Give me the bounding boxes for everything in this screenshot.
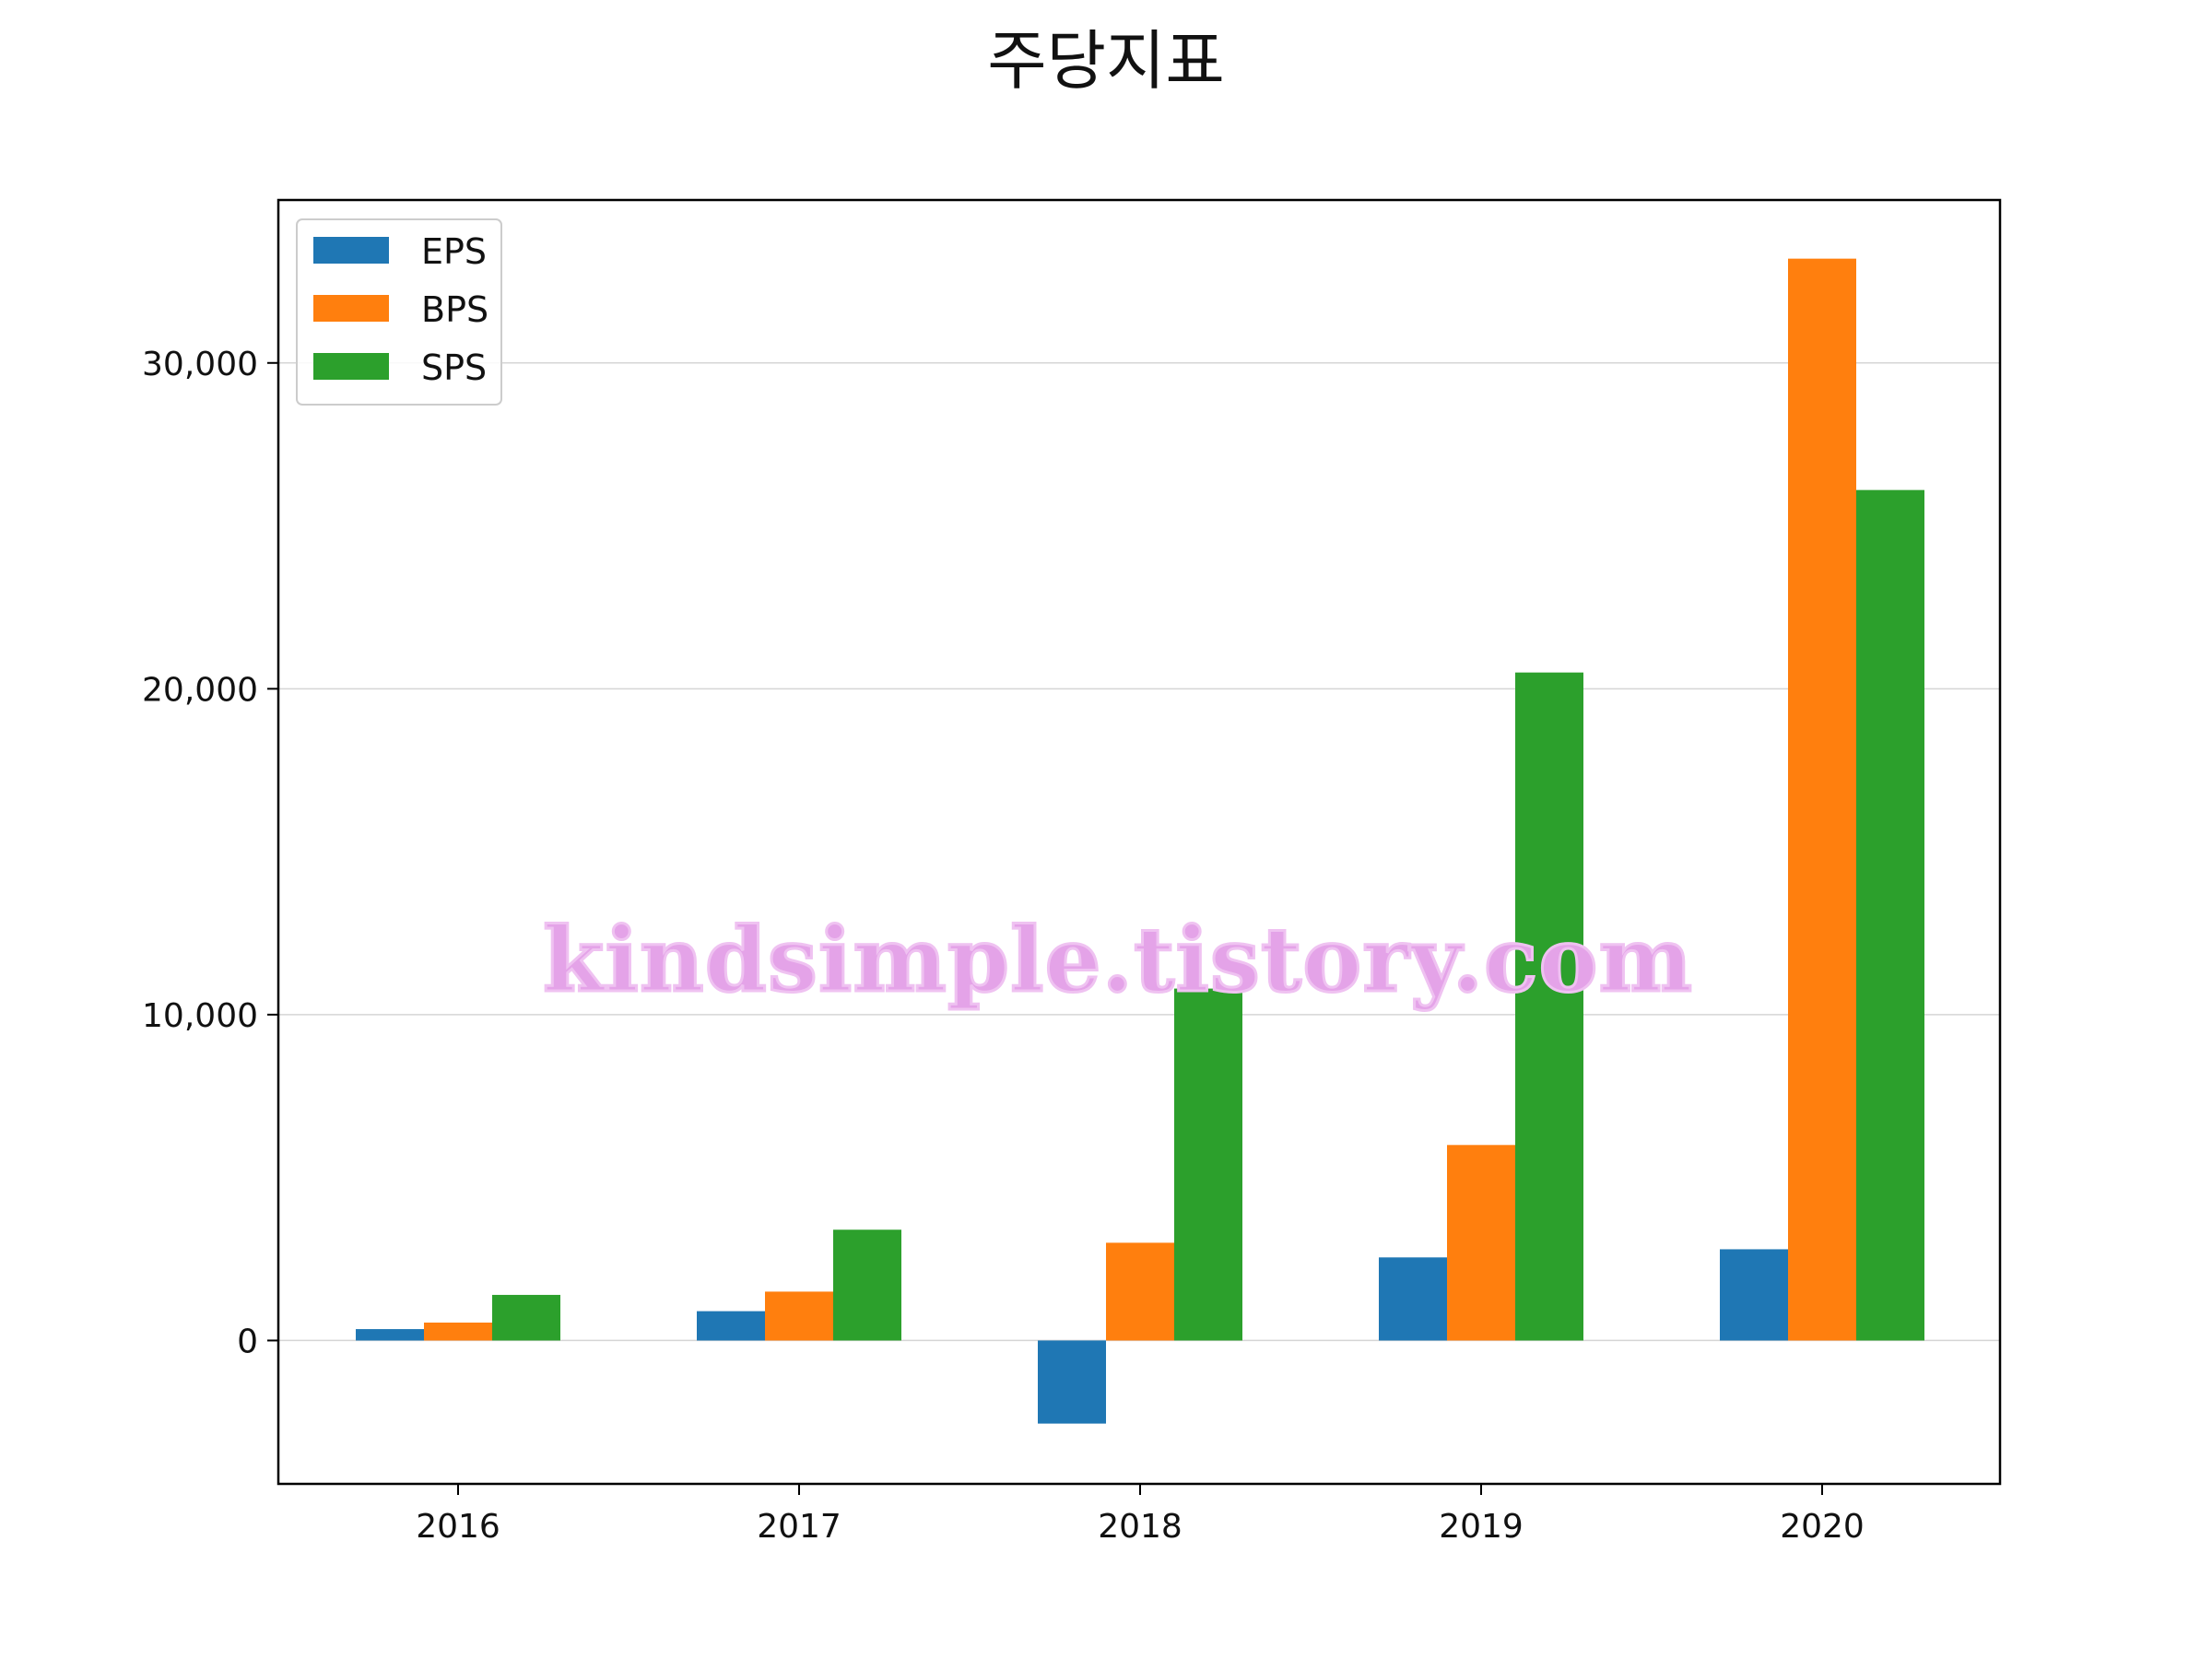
y-axis: 0 10,000 20,000 30,000 — [142, 346, 278, 1360]
bar-bps-2018 — [1106, 1242, 1174, 1341]
x-axis: 2016 2017 2018 2019 2020 — [416, 1484, 1865, 1546]
bar-eps-2018 — [1038, 1340, 1106, 1424]
bars — [356, 258, 1924, 1424]
bar-eps-2016 — [356, 1329, 424, 1341]
bar-eps-2020 — [1720, 1249, 1788, 1341]
x-tick-label: 2019 — [1439, 1508, 1524, 1546]
watermark: kindsimple.tistory.com — [543, 908, 1693, 1012]
legend-label-sps: SPS — [421, 347, 487, 388]
x-tick-label: 2016 — [416, 1508, 500, 1546]
y-tick-label: 0 — [237, 1323, 258, 1360]
legend-swatch-eps — [313, 237, 389, 264]
chart-title: 주당지표 — [987, 23, 1225, 99]
legend-swatch-bps — [313, 295, 389, 322]
y-tick-label: 10,000 — [142, 997, 258, 1035]
bar-eps-2017 — [697, 1311, 765, 1341]
legend-label-bps: BPS — [421, 289, 488, 330]
bar-bps-2016 — [424, 1322, 492, 1341]
bar-sps-2019 — [1515, 672, 1583, 1341]
bar-bps-2019 — [1447, 1145, 1515, 1341]
x-tick-label: 2017 — [757, 1508, 841, 1546]
legend-swatch-sps — [313, 353, 389, 380]
x-tick-label: 2018 — [1098, 1508, 1182, 1546]
y-tick-label: 20,000 — [142, 671, 258, 709]
bar-eps-2019 — [1379, 1257, 1447, 1341]
legend: EPS BPS SPS — [296, 218, 502, 406]
bar-sps-2020 — [1856, 489, 1924, 1341]
y-tick-label: 30,000 — [142, 346, 258, 383]
bar-sps-2017 — [833, 1230, 901, 1341]
gridlines — [278, 362, 2000, 1342]
bar-bps-2020 — [1788, 258, 1856, 1341]
bar-sps-2018 — [1174, 988, 1242, 1341]
legend-label-eps: EPS — [421, 231, 487, 272]
bar-sps-2016 — [492, 1294, 560, 1341]
bar-bps-2017 — [765, 1291, 833, 1341]
x-tick-label: 2020 — [1780, 1508, 1865, 1546]
